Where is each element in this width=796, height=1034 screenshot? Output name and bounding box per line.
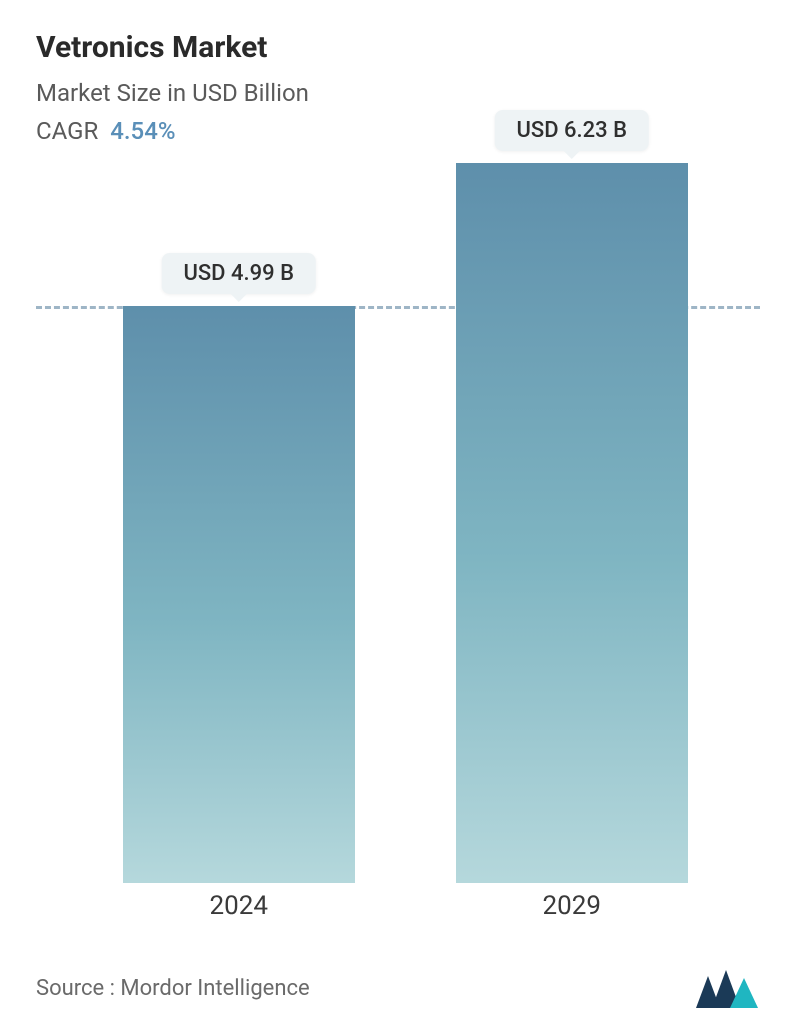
chart-subtitle: Market Size in USD Billion: [36, 79, 760, 107]
chart-footer: Source : Mordor Intelligence: [36, 968, 760, 1008]
x-label-2029: 2029: [543, 891, 601, 921]
cagr-line: CAGR 4.54%: [36, 117, 760, 145]
cagr-label: CAGR: [36, 117, 98, 145]
x-axis-labels: 2024 2029: [36, 891, 760, 931]
chart-title: Vetronics Market: [36, 30, 760, 65]
mordor-logo-icon: [696, 968, 760, 1008]
bar-2029: [456, 163, 688, 883]
value-label-2024: USD 4.99 B: [161, 253, 316, 294]
source-text: Source : Mordor Intelligence: [36, 976, 310, 1001]
x-label-2024: 2024: [209, 891, 267, 921]
value-label-2029: USD 6.23 B: [494, 110, 649, 151]
chart-area: 20242029 USD 4.99 BUSD 6.23 B: [36, 163, 760, 883]
cagr-value: 4.54%: [110, 117, 175, 145]
bar-2024: [123, 306, 355, 883]
